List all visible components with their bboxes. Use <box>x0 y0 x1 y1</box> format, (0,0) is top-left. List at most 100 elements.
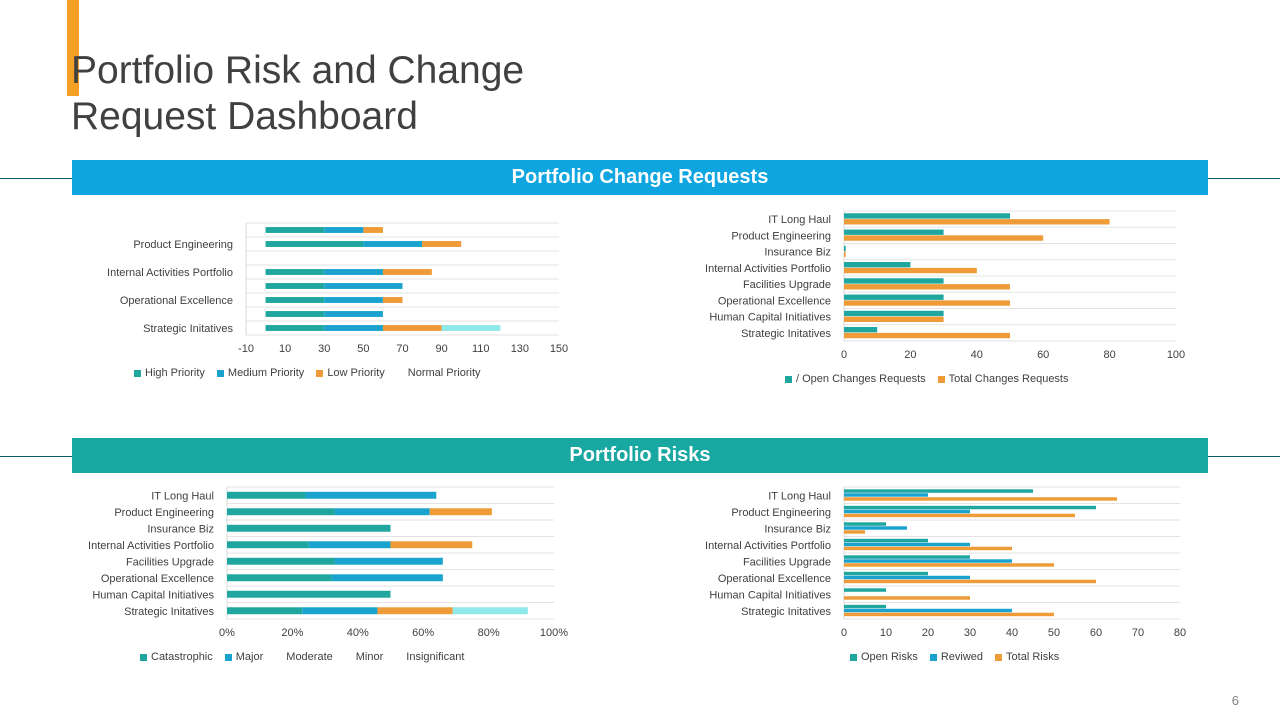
bar-catastrophic <box>227 574 332 582</box>
category-label: IT Long Haul <box>768 490 831 502</box>
legend-swatch <box>397 370 404 377</box>
page-title: Portfolio Risk and Change Request Dashbo… <box>71 49 525 138</box>
bar-major <box>305 491 437 499</box>
category-label: Operational Excellence <box>120 295 233 307</box>
category-label: Product Engineering <box>114 507 214 519</box>
bar-reviwed <box>844 559 1012 563</box>
x-tick-label: 50 <box>357 343 369 355</box>
category-label: Strategic Initatives <box>741 606 831 618</box>
legend-item-insignificant: Insignificant <box>395 651 464 663</box>
x-tick-label: 30 <box>318 343 330 355</box>
bar-catastrophic <box>227 590 391 598</box>
bar-medium-priority <box>324 269 383 275</box>
legend-swatch <box>316 369 324 377</box>
x-tick-label: 70 <box>396 343 408 355</box>
bar-minor <box>452 607 528 615</box>
banner-line-right <box>1181 456 1280 457</box>
x-tick-label: 40% <box>347 627 369 639</box>
category-label: Product Engineering <box>133 239 233 251</box>
legend-swatch <box>216 369 224 377</box>
bar-low-priority <box>382 269 432 275</box>
legend-swatch <box>395 654 402 661</box>
bar-moderate <box>377 607 453 615</box>
bar-open-changes-requests <box>844 245 846 252</box>
bar-open-changes-requests <box>844 278 944 284</box>
section-banner-change-requests: Portfolio Change Requests <box>72 160 1208 195</box>
x-tick-label: 30 <box>964 627 976 639</box>
legend-label: High Priority <box>145 367 205 379</box>
bar-reviwed <box>844 526 907 530</box>
bar-reviwed <box>844 509 970 514</box>
banner-line-right <box>1181 178 1280 179</box>
x-tick-label: 70 <box>1132 627 1144 639</box>
category-label: Strategic Initatives <box>143 323 233 335</box>
legend-swatch <box>850 653 857 661</box>
bar-open-changes-requests <box>844 327 878 333</box>
bar-total-changes-requests <box>844 267 977 274</box>
x-tick-label: 60 <box>1037 349 1049 361</box>
legend-label: Minor <box>355 651 384 663</box>
category-label: Operational Excellence <box>718 573 831 585</box>
change-requests-chart: 0 20 40 60 80 100 Strategic Initatives Human Ca… <box>640 205 1200 400</box>
legend-item-major: Major <box>224 651 264 663</box>
legend-item-normal-priority: Normal Priority <box>397 367 481 379</box>
legend-swatch <box>140 653 147 661</box>
bar-total-changes-requests <box>844 235 1044 241</box>
legend-swatch <box>995 653 1003 661</box>
x-tick-label: 10 <box>880 627 892 639</box>
bar-low-priority <box>382 297 403 303</box>
x-tick-label: 10 <box>279 343 291 355</box>
banner-line-left <box>0 456 100 457</box>
x-tick-label: 60% <box>412 627 434 639</box>
risk-counts-chart: 0 10 20 30 40 50 60 70 80 Strategic Initatives Hum… <box>640 485 1200 680</box>
legend-item-catastrophic: Catastrophic <box>140 651 213 663</box>
legend-label: Insignificant <box>406 651 465 663</box>
bar-catastrophic <box>227 508 335 516</box>
bar-total-risks <box>844 596 970 600</box>
category-label: Internal Activities Portfolio <box>88 540 214 552</box>
bar-catastrophic <box>227 524 391 532</box>
legend-item-open-risks: Open Risks <box>850 651 918 663</box>
x-tick-label: 130 <box>511 343 529 355</box>
bar-reviwed <box>844 542 970 547</box>
category-label: Insurance Biz <box>764 523 831 535</box>
category-label: IT Long Haul <box>768 214 831 226</box>
legend-label: Reviwed <box>940 651 984 663</box>
legend-swatch <box>345 654 352 661</box>
legend-label: Normal Priority <box>407 367 481 379</box>
bar-open-risks <box>844 588 886 592</box>
category-label: Insurance Biz <box>764 247 831 259</box>
legend-label: Major <box>235 651 264 663</box>
bar-total-risks <box>844 546 1012 551</box>
legend-label: Catastrophic <box>151 651 213 663</box>
bar-medium-priority <box>324 283 403 289</box>
bar-open-risks <box>844 604 886 609</box>
section-banner-risks: Portfolio Risks <box>72 438 1208 473</box>
bar-moderate <box>429 508 492 516</box>
bar-open-changes-requests <box>844 229 944 235</box>
bar-catastrophic <box>227 541 309 549</box>
chart-legend: High Priority Medium Priority Low Priority… <box>134 367 481 379</box>
category-label: Strategic Initatives <box>741 328 831 340</box>
bar-open-changes-requests <box>844 262 911 268</box>
x-tick-label: 20% <box>281 627 303 639</box>
x-tick-label: 50 <box>1048 627 1060 639</box>
bar-low-priority <box>382 325 442 331</box>
bar-total-changes-requests <box>844 219 1110 225</box>
bar-high-priority <box>265 325 325 331</box>
bar-medium-priority <box>363 241 423 247</box>
category-label: Facilities Upgrade <box>126 556 214 568</box>
chart-legend: / Open Changes Requests Total Changes Req… <box>785 373 1069 385</box>
bar-moderate <box>390 541 473 549</box>
category-label: Internal Activities Portfolio <box>107 267 233 279</box>
bar-high-priority <box>265 241 364 247</box>
legend-swatch <box>785 375 792 383</box>
bar-low-priority <box>422 241 462 247</box>
banner-line-left <box>0 178 100 179</box>
chart-legend: Catastrophic Major Moderate Minor Insignific… <box>140 651 464 663</box>
bar-total-risks <box>844 497 1117 501</box>
x-tick-label: 20 <box>904 349 916 361</box>
bar-total-risks <box>844 513 1075 518</box>
legend-item-reviwed: Reviwed <box>929 651 984 663</box>
legend-label: Low Priority <box>327 367 385 379</box>
